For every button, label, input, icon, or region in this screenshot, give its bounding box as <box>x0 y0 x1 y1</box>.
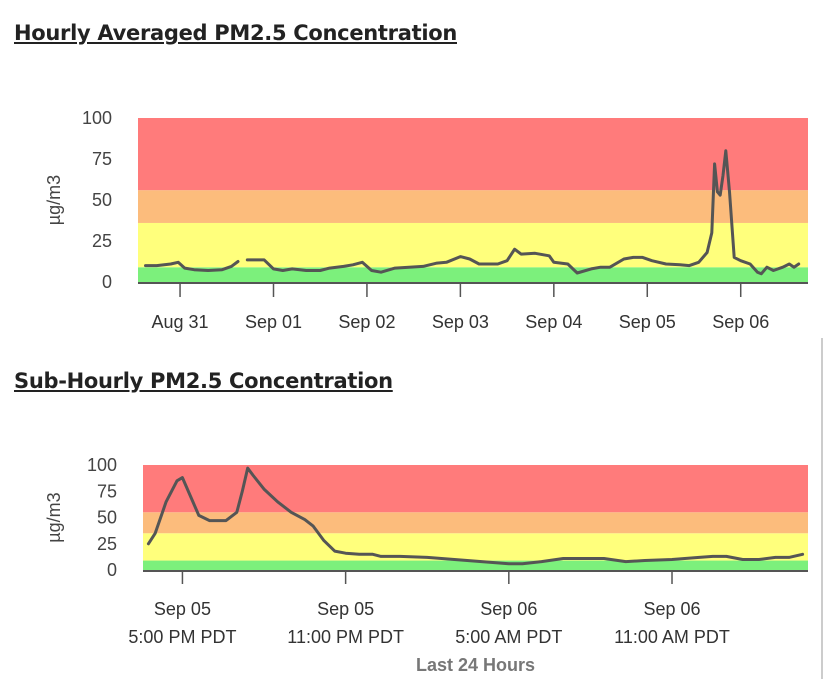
band-red <box>143 465 808 513</box>
y-tick-label: 25 <box>97 534 117 554</box>
y-axis-label: µg/m3 <box>44 175 64 225</box>
band-red <box>138 118 808 191</box>
y-axis-label: µg/m3 <box>44 492 64 542</box>
y-tick-label: 75 <box>97 481 117 501</box>
band-green <box>143 560 808 570</box>
x-tick-label: Sep 06 <box>712 312 769 332</box>
x-tick-label: Sep 05 <box>317 599 374 619</box>
pm25-series-line <box>144 260 240 272</box>
subhourly-chart-title: Sub-Hourly PM2.5 Concentration <box>14 369 393 393</box>
x-tick-label-time: 11:00 AM PDT <box>614 627 730 647</box>
x-tick-label: Sep 01 <box>245 312 302 332</box>
y-tick-label: 100 <box>87 455 117 475</box>
y-tick-label: 100 <box>82 108 112 128</box>
band-orange <box>138 190 808 223</box>
pm25-series-line <box>245 149 801 276</box>
band-yellow <box>143 533 808 561</box>
pm25-series-line <box>146 466 805 566</box>
x-axis-label: Last 24 Hours <box>416 655 535 675</box>
y-tick-label: 75 <box>92 149 112 169</box>
scrollbar[interactable] <box>821 338 823 679</box>
y-tick-label: 50 <box>92 190 112 210</box>
x-tick-label-time: 5:00 PM PDT <box>128 627 236 647</box>
y-tick-label: 50 <box>97 508 117 528</box>
y-tick-label: 25 <box>92 231 112 251</box>
x-tick-label: Sep 05 <box>619 312 676 332</box>
x-tick-label: Sep 03 <box>432 312 489 332</box>
x-tick-label: Sep 04 <box>525 312 582 332</box>
hourly-chart-title: Hourly Averaged PM2.5 Concentration <box>14 21 457 45</box>
x-tick-label: Sep 06 <box>643 599 700 619</box>
x-tick-label-time: 11:00 PM PDT <box>287 627 404 647</box>
y-tick-label: 0 <box>102 272 112 292</box>
x-tick-label-time: 5:00 AM PDT <box>455 627 562 647</box>
x-tick-label: Aug 31 <box>152 312 209 332</box>
band-green <box>138 267 808 282</box>
band-orange <box>143 512 808 534</box>
y-tick-label: 0 <box>107 560 117 580</box>
x-tick-label: Sep 02 <box>338 312 395 332</box>
x-tick-label: Sep 06 <box>480 599 537 619</box>
x-tick-label: Sep 05 <box>154 599 211 619</box>
